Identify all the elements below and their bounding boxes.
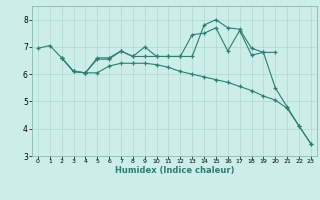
X-axis label: Humidex (Indice chaleur): Humidex (Indice chaleur) (115, 166, 234, 175)
